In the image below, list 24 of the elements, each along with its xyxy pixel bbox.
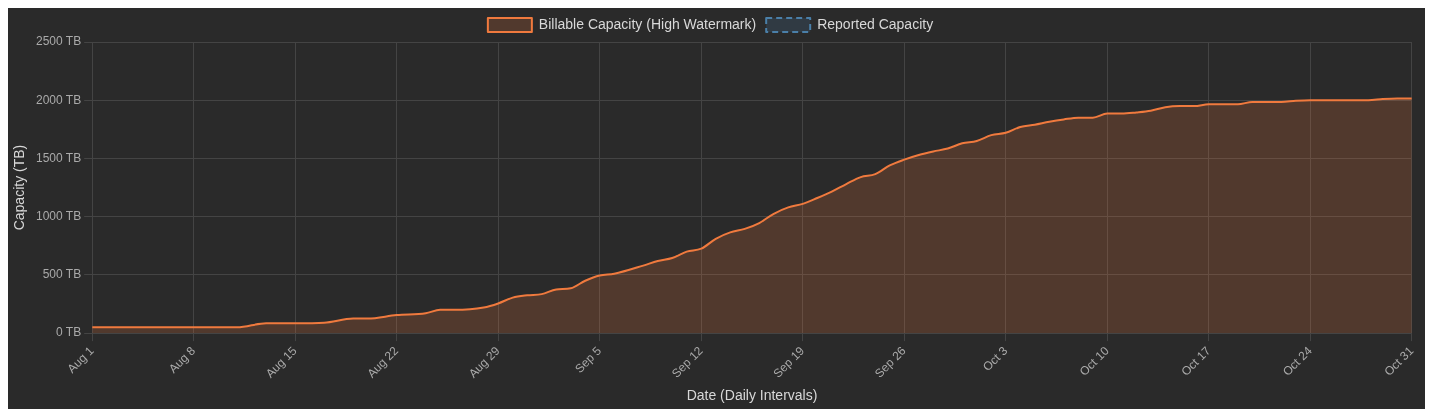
legend-label: Reported Capacity — [817, 15, 934, 32]
legend-label: Billable Capacity (High Watermark) — [538, 15, 757, 32]
x-tick-label: Aug 8 — [166, 343, 199, 376]
x-tick-label: Sep 12 — [668, 343, 706, 381]
x-tick-label: Sep 26 — [871, 343, 909, 381]
y-tick-label: 2000 TB — [36, 92, 82, 107]
x-tick-label: Oct 10 — [1076, 343, 1112, 379]
y-tick-label: 1500 TB — [36, 150, 82, 165]
y-axis-title: Capacity (TB) — [11, 144, 28, 231]
x-tick-label: Oct 24 — [1279, 343, 1315, 379]
x-tick-label: Oct 3 — [980, 343, 1011, 374]
x-tick-label: Sep 5 — [572, 343, 605, 376]
y-tick-label: 1000 TB — [36, 208, 82, 223]
x-tick-label: Aug 15 — [262, 343, 300, 381]
x-tick-label: Oct 31 — [1381, 343, 1417, 379]
y-tick-label: 500 TB — [42, 267, 82, 282]
x-tick-label: Aug 22 — [364, 343, 402, 381]
y-tick-label: 0 TB — [56, 325, 82, 340]
x-axis-title: Date (Daily Intervals) — [686, 387, 818, 404]
x-tick-label: Sep 19 — [770, 343, 808, 381]
y-tick-label: 2500 TB — [36, 34, 82, 49]
x-tick-label: Oct 17 — [1178, 343, 1214, 379]
x-tick-label: Aug 29 — [465, 343, 503, 381]
x-tick-label: Aug 1 — [64, 343, 97, 376]
